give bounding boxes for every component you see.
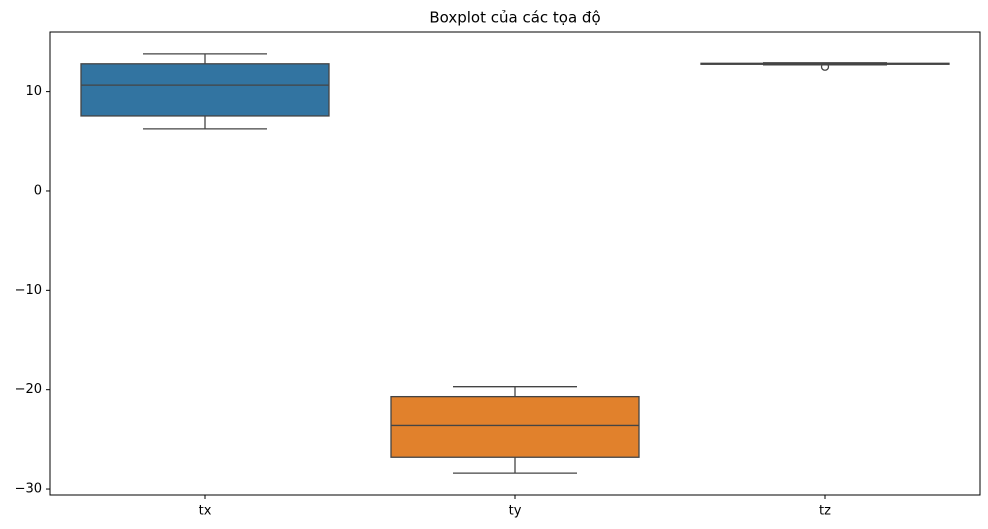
y-tick-label: −10 [15,283,42,298]
x-tick-label: tz [819,504,831,519]
y-tick-label: −30 [15,482,42,497]
x-tick-label: ty [509,504,522,519]
chart-title: Boxplot của các tọa độ [429,9,600,27]
y-tick-label: 0 [34,183,42,198]
y-tick-label: 10 [25,84,42,99]
y-tick-label: −20 [15,382,42,397]
box [80,63,330,117]
outlier [820,62,830,71]
box [390,395,640,458]
x-tick-label: tx [199,504,212,519]
plot-frame [49,31,981,496]
